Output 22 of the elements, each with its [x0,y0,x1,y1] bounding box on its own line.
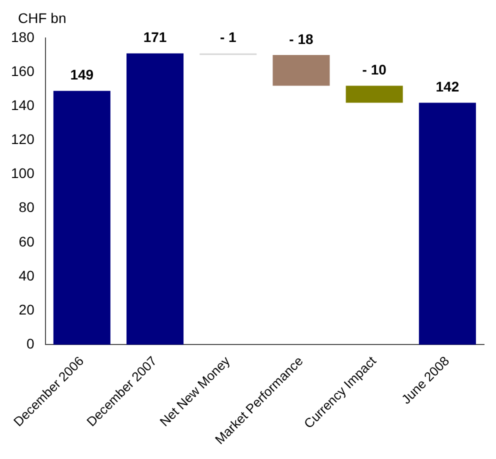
y-axis-title: CHF bn [18,10,66,26]
y-tick-label: 80 [18,199,35,216]
data-label: 142 [436,78,460,95]
y-tick-label: 20 [18,301,35,318]
data-label: - 10 [362,62,387,78]
y-tick-label: 0 [26,336,35,352]
y-tick-label: 180 [11,28,35,45]
y-tick-label: 40 [18,267,35,284]
bar [272,55,330,86]
data-label: - 1 [220,29,237,46]
bar [53,90,110,345]
data-label: - 18 [289,30,314,47]
y-tick-label: 100 [11,165,35,182]
bar [346,86,403,103]
y-tick-label: 160 [11,62,35,79]
bar [126,53,184,345]
y-tick-label: 60 [18,233,35,250]
y-tick-label: 120 [11,131,35,148]
data-label: 171 [143,29,167,46]
y-tick-label: 140 [11,97,35,114]
bar [418,102,476,345]
data-label: 149 [70,66,94,83]
